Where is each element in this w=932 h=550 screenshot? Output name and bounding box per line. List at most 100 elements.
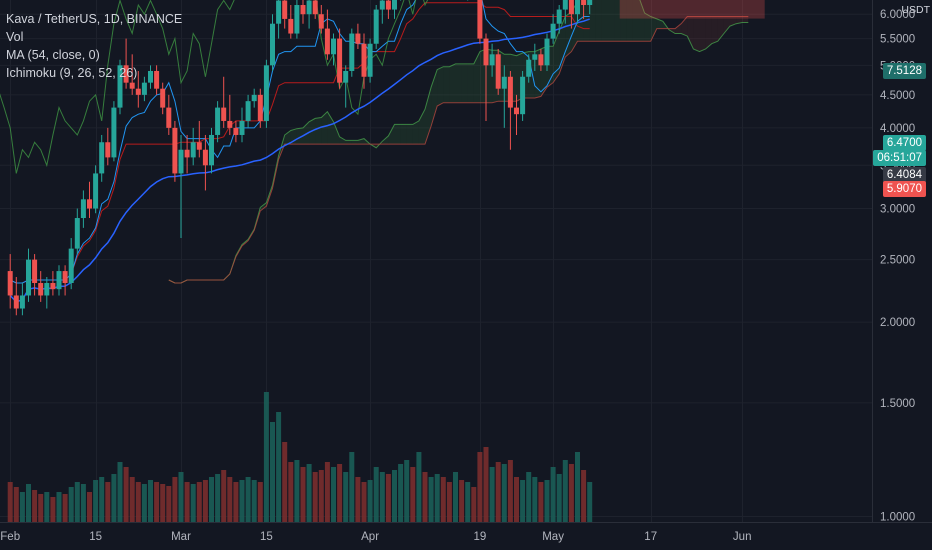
volume-bar	[422, 472, 428, 522]
candle	[135, 70, 141, 108]
candle	[141, 76, 147, 102]
cloud-segment	[351, 140, 358, 145]
candle-body	[190, 142, 196, 158]
volume-bar	[501, 464, 507, 522]
cloud-segment	[736, 16, 743, 24]
volume-bar	[257, 482, 263, 522]
volume-bar	[32, 490, 38, 522]
candle-body	[251, 94, 257, 102]
volume-bar	[245, 477, 251, 522]
candle	[32, 254, 38, 296]
time-axis: Feb 15 Mar 15 Apr 19 May 17 Jun	[0, 531, 751, 543]
volume-bar	[483, 447, 489, 522]
cloud-segment	[723, 16, 730, 34]
candle	[50, 271, 56, 296]
candle-body	[538, 54, 544, 66]
cloud-segment	[595, 0, 602, 42]
candle	[257, 88, 263, 128]
candle-body	[331, 38, 336, 55]
volume-bar	[440, 477, 446, 522]
candle	[331, 33, 336, 66]
volume-bar	[568, 464, 574, 522]
volume-bar	[416, 452, 422, 522]
volume-bar	[148, 480, 153, 522]
candle-body	[13, 295, 19, 309]
candle-body	[312, 0, 318, 15]
candle	[556, 5, 562, 34]
cloud-segment	[303, 121, 310, 145]
candle	[568, 0, 574, 29]
volume-bar	[26, 484, 31, 522]
ichimoku-indicator-label[interactable]: Ichimoku (9, 26, 52, 26)	[6, 66, 138, 80]
candle-body	[105, 142, 111, 158]
candle-body	[532, 54, 538, 60]
candle-body	[300, 5, 306, 15]
candle	[288, 5, 294, 39]
volume-bar	[80, 484, 86, 522]
candle	[507, 70, 513, 150]
volume-bar	[111, 474, 117, 522]
price-axis-label: 2.5000	[880, 255, 915, 267]
volume-indicator-label[interactable]: Vol	[6, 30, 24, 44]
candle-body	[202, 149, 208, 166]
candle	[209, 127, 214, 174]
volume-bar	[263, 392, 269, 522]
candle-body	[56, 271, 62, 290]
volume-bar	[68, 487, 74, 522]
cloud-segment	[711, 16, 718, 44]
candle	[282, 0, 288, 29]
candle-body	[227, 120, 233, 128]
candle-body	[544, 38, 550, 66]
volume-bar	[495, 462, 501, 522]
volume-bar	[575, 452, 580, 522]
volume-bar	[404, 460, 410, 522]
candle	[196, 120, 202, 158]
candle	[56, 265, 62, 296]
candle-body	[117, 65, 123, 108]
cloud-segment	[333, 121, 340, 145]
volume-bar	[123, 467, 129, 522]
candle-body	[80, 199, 86, 219]
candle	[562, 0, 568, 24]
candle	[160, 82, 166, 115]
ichimoku-tenkan-line	[9, 0, 590, 284]
candle	[355, 23, 361, 49]
volume-bar	[160, 484, 166, 522]
volume-bar	[385, 474, 391, 522]
volume-bar	[93, 480, 99, 522]
position-stop-zone	[619, 0, 765, 19]
cloud-segment	[687, 16, 694, 49]
volume-bar	[74, 482, 80, 522]
candle-body	[32, 259, 38, 284]
candle-body	[257, 94, 263, 121]
volume-bar	[282, 442, 288, 522]
volume-bar	[154, 482, 160, 522]
volume-bar	[379, 472, 385, 522]
time-axis-label: Feb	[0, 531, 20, 543]
candle	[349, 28, 355, 77]
stop-price-tag: 5.9070	[882, 181, 926, 197]
cloud-segment	[260, 202, 267, 211]
candle-body	[233, 127, 239, 135]
candle-body	[276, 0, 282, 24]
ichimoku-span-a	[168, 0, 749, 284]
volume-bar	[318, 470, 324, 522]
candle	[26, 248, 31, 302]
candle-body	[355, 33, 361, 44]
volume-bar	[526, 472, 532, 522]
ichimoku-kijun-line	[9, 2, 590, 284]
candle-body	[141, 82, 147, 95]
volume-bar	[44, 492, 50, 522]
volume-bar	[239, 480, 245, 522]
volume-bar	[471, 487, 477, 522]
candle-body	[209, 134, 214, 166]
ma-indicator-label[interactable]: MA (54, close, 0)	[6, 48, 100, 62]
volume-bar	[507, 460, 513, 522]
time-axis-label: 15	[89, 531, 102, 543]
candle	[324, 9, 330, 60]
volume-bar	[227, 477, 233, 522]
candle-body	[367, 43, 373, 77]
volume-bar	[556, 474, 562, 522]
symbol-title[interactable]: Kava / TetherUS, 1D, BINANCE	[6, 12, 183, 26]
